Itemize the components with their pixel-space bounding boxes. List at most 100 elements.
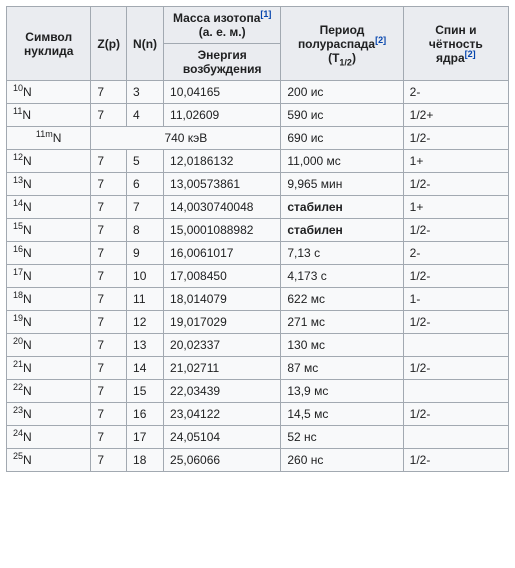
cell-n: 8 xyxy=(127,219,164,242)
cell-z: 7 xyxy=(91,150,127,173)
cell-z: 7 xyxy=(91,334,127,357)
cell-mass: 20,02337 xyxy=(164,334,281,357)
cell-spin: 2- xyxy=(403,242,508,265)
cell-spin: 1/2- xyxy=(403,265,508,288)
cell-spin: 1/2- xyxy=(403,219,508,242)
cell-n: 14 xyxy=(127,357,164,380)
cell-half-life: 11,000 мс xyxy=(281,150,403,173)
cell-spin: 1- xyxy=(403,288,508,311)
cell-spin: 1/2- xyxy=(403,173,508,196)
cell-half-life: 4,173 с xyxy=(281,265,403,288)
cell-mass: 17,008450 xyxy=(164,265,281,288)
cell-z: 7 xyxy=(91,173,127,196)
cell-half-life: 690 ис xyxy=(281,127,403,150)
cell-symbol: 16N xyxy=(7,242,91,265)
cell-z: 7 xyxy=(91,196,127,219)
cell-symbol: 12N xyxy=(7,150,91,173)
cell-z: 7 xyxy=(91,449,127,472)
cell-symbol: 22N xyxy=(7,380,91,403)
cell-half-life: стабилен xyxy=(281,219,403,242)
cell-spin: 2- xyxy=(403,81,508,104)
cell-symbol: 11N xyxy=(7,104,91,127)
cell-half-life: 271 мс xyxy=(281,311,403,334)
ref-link[interactable]: [1] xyxy=(260,9,271,19)
table-row: 13N7613,005738619,965 мин1/2- xyxy=(7,173,509,196)
table-row: 24N71724,0510452 нс xyxy=(7,426,509,449)
cell-z: 7 xyxy=(91,403,127,426)
cell-half-life: 622 мс xyxy=(281,288,403,311)
header-spin: Спин и чётность ядра[2] xyxy=(403,7,508,81)
cell-half-life: стабилен xyxy=(281,196,403,219)
cell-mass: 11,02609 xyxy=(164,104,281,127)
cell-half-life: 9,965 мин xyxy=(281,173,403,196)
isotope-table: Символ нуклида Z(p) N(n) Масса изотопа[1… xyxy=(6,6,509,472)
cell-mass: 14,0030740048 xyxy=(164,196,281,219)
cell-n: 4 xyxy=(127,104,164,127)
table-row: 21N71421,0271187 мс1/2- xyxy=(7,357,509,380)
table-row: 10N7310,04165200 ис2- xyxy=(7,81,509,104)
cell-mass: 25,06066 xyxy=(164,449,281,472)
cell-mass: 19,017029 xyxy=(164,311,281,334)
table-row: 17N71017,0084504,173 с1/2- xyxy=(7,265,509,288)
header-symbol: Символ нуклида xyxy=(7,7,91,81)
header-nn: N(n) xyxy=(127,7,164,81)
table-row: 16N7916,00610177,13 с2- xyxy=(7,242,509,265)
header-excitation: Энергия возбуждения xyxy=(164,44,281,81)
ref-link[interactable]: [2] xyxy=(375,35,386,45)
cell-z: 7 xyxy=(91,265,127,288)
cell-spin: 1/2- xyxy=(403,403,508,426)
cell-excitation: 740 кэВ xyxy=(91,127,281,150)
table-row: 22N71522,0343913,9 мс xyxy=(7,380,509,403)
cell-half-life: 130 мс xyxy=(281,334,403,357)
cell-symbol: 15N xyxy=(7,219,91,242)
cell-symbol: 13N xyxy=(7,173,91,196)
cell-z: 7 xyxy=(91,380,127,403)
table-row: 11N7411,02609590 ис1/2+ xyxy=(7,104,509,127)
cell-spin: 1+ xyxy=(403,150,508,173)
cell-half-life: 590 ис xyxy=(281,104,403,127)
cell-n: 13 xyxy=(127,334,164,357)
cell-spin xyxy=(403,426,508,449)
cell-half-life: 87 мс xyxy=(281,357,403,380)
cell-mass: 16,0061017 xyxy=(164,242,281,265)
header-zp: Z(p) xyxy=(91,7,127,81)
cell-z: 7 xyxy=(91,81,127,104)
cell-z: 7 xyxy=(91,357,127,380)
cell-z: 7 xyxy=(91,288,127,311)
cell-half-life: 200 ис xyxy=(281,81,403,104)
table-row: 23N71623,0412214,5 мс1/2- xyxy=(7,403,509,426)
cell-mass: 22,03439 xyxy=(164,380,281,403)
cell-n: 6 xyxy=(127,173,164,196)
cell-n: 15 xyxy=(127,380,164,403)
cell-spin: 1/2- xyxy=(403,311,508,334)
cell-half-life: 52 нс xyxy=(281,426,403,449)
table-row: 11mN740 кэВ690 ис1/2- xyxy=(7,127,509,150)
cell-n: 5 xyxy=(127,150,164,173)
table-row: 12N7512,018613211,000 мс1+ xyxy=(7,150,509,173)
cell-symbol: 17N xyxy=(7,265,91,288)
ref-link[interactable]: [2] xyxy=(465,49,476,59)
cell-symbol: 24N xyxy=(7,426,91,449)
cell-half-life: 14,5 мс xyxy=(281,403,403,426)
cell-spin xyxy=(403,380,508,403)
cell-z: 7 xyxy=(91,219,127,242)
cell-z: 7 xyxy=(91,311,127,334)
table-row: 14N7714,0030740048стабилен1+ xyxy=(7,196,509,219)
cell-n: 10 xyxy=(127,265,164,288)
cell-spin: 1/2- xyxy=(403,357,508,380)
cell-symbol: 20N xyxy=(7,334,91,357)
cell-spin xyxy=(403,334,508,357)
cell-mass: 12,0186132 xyxy=(164,150,281,173)
cell-n: 11 xyxy=(127,288,164,311)
cell-spin: 1/2- xyxy=(403,127,508,150)
cell-n: 16 xyxy=(127,403,164,426)
cell-half-life: 260 нс xyxy=(281,449,403,472)
cell-z: 7 xyxy=(91,426,127,449)
table-row: 15N7815,0001088982стабилен1/2- xyxy=(7,219,509,242)
cell-mass: 24,05104 xyxy=(164,426,281,449)
cell-half-life: 13,9 мс xyxy=(281,380,403,403)
cell-spin: 1+ xyxy=(403,196,508,219)
cell-symbol: 21N xyxy=(7,357,91,380)
cell-symbol: 25N xyxy=(7,449,91,472)
cell-mass: 21,02711 xyxy=(164,357,281,380)
